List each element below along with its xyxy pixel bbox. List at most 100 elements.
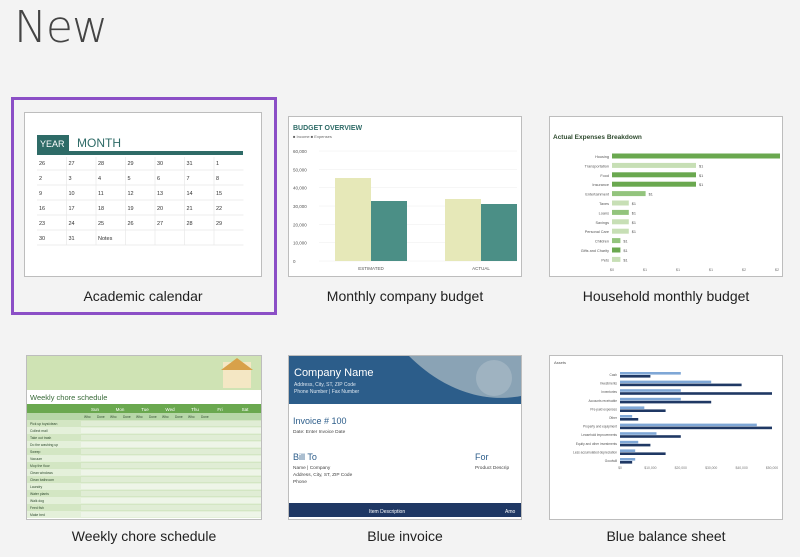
subhead-label: Who (162, 415, 169, 419)
template-label: Monthly company budget (326, 288, 484, 304)
calendar-date: Notes (98, 236, 113, 242)
calendar-date: 14 (187, 191, 193, 197)
invoice-date: Date: Enter Invoice Date (293, 429, 346, 435)
task-cells (81, 498, 261, 503)
x-tick: $2 (775, 268, 779, 272)
expense-bar (612, 191, 646, 197)
calendar-date: 12 (128, 191, 134, 197)
asset-bar-series1 (620, 440, 639, 444)
task-cells (81, 435, 261, 440)
category-label: Food (600, 174, 609, 178)
company-phone: Phone Number | Fax Number (294, 389, 360, 395)
calendar-date: 26 (39, 161, 45, 167)
household-preview: Actual Expenses Breakdown Housing Transpor… (553, 134, 780, 272)
task-cells (81, 421, 261, 426)
expense-bar (612, 256, 621, 262)
header-bar (37, 151, 243, 155)
template-label: Weekly chore schedule (71, 528, 217, 544)
calendar-date: 16 (39, 206, 45, 212)
calendar-date: 18 (98, 206, 104, 212)
month-label: MONTH (77, 136, 121, 150)
calendar-date: 23 (39, 221, 45, 227)
for-label: For (475, 452, 489, 462)
task-label: Make bed (30, 513, 45, 517)
asset-label: Cash (610, 373, 618, 377)
y-tick: 30,000 (293, 204, 307, 209)
calendar-date: 29 (128, 161, 134, 167)
asset-bar-series2 (620, 452, 666, 455)
x-tick: $0 (618, 466, 622, 470)
subhead-label: Done (97, 415, 105, 419)
calendar-date: 28 (187, 221, 193, 227)
calendar-date: 13 (157, 191, 163, 197)
day-label: Wed (165, 407, 175, 412)
day-label: Thu (191, 407, 199, 412)
asset-bar-series2 (620, 426, 772, 430)
expense-bar (612, 219, 629, 225)
task-label: Mop the floor (30, 464, 51, 468)
subhead-label: Who (84, 415, 91, 419)
asset-bar-series2 (620, 418, 639, 421)
subhead-label: Who (188, 415, 195, 419)
asset-bar-series2 (620, 383, 742, 387)
company-address: Address, City, ST, ZIP Code (294, 382, 356, 388)
budget-bar (371, 201, 407, 261)
asset-bar-series1 (620, 397, 681, 401)
household-title: Actual Expenses Breakdown (553, 134, 642, 141)
y-tick: 0 (293, 259, 296, 264)
thumbnail-weekly-chore-schedule: Weekly chore schedule Sun Mon Tue Wed Thu Fri S… (26, 355, 262, 520)
value-label: $1 (623, 249, 627, 253)
house-roof (221, 358, 253, 370)
asset-label: Investments (600, 382, 618, 386)
expense-bar (612, 200, 629, 206)
calendar-date: 20 (157, 206, 163, 212)
y-tick: 50,000 (293, 167, 307, 172)
calendar-date: 17 (69, 206, 75, 212)
asset-bar-series2 (620, 409, 666, 412)
asset-label: Property and equipment (583, 425, 617, 429)
value-label: $1 (699, 183, 703, 187)
task-cells (81, 442, 261, 447)
bill-to-label: Bill To (293, 452, 317, 462)
template-household-monthly-budget[interactable]: Actual Expenses Breakdown Housing Transpor… (549, 112, 783, 312)
template-blue-balance-sheet[interactable]: Assets Cash Investments Inventories Accounts… (549, 355, 783, 555)
template-monthly-company-budget[interactable]: BUDGET OVERVIEW ■ Income ■ Expenses 60,000… (288, 112, 522, 312)
task-cells (81, 477, 261, 482)
task-cells (81, 449, 261, 454)
task-cells (81, 428, 261, 433)
y-tick: 20,000 (293, 222, 307, 227)
expense-bar (612, 247, 621, 253)
calendar-date: 28 (98, 161, 104, 167)
x-tick: $20,000 (675, 466, 687, 470)
selected-highlight (11, 97, 277, 315)
task-label: Collect mail (30, 429, 48, 433)
value-label: $1 (623, 240, 627, 244)
thumbnail-monthly-company-budget: BUDGET OVERVIEW ■ Income ■ Expenses 60,000… (288, 116, 522, 277)
asset-bar-series1 (620, 406, 645, 409)
template-academic-calendar[interactable]: YEAR MONTH 26 27 28 29 30 31 1 2 3 4 5 6 7 8 9 10 11 12 13 14… (24, 112, 262, 312)
calendar-date: 22 (216, 206, 222, 212)
template-blue-invoice[interactable]: Company Name Address, City, ST, ZIP Code P… (288, 355, 522, 555)
day-label: Sun (91, 407, 100, 412)
task-label: Feed fish (30, 506, 44, 510)
calendar-date: 6 (157, 176, 160, 182)
calendar-date: 31 (187, 161, 193, 167)
category-label: Pets (601, 258, 609, 262)
asset-bar-series2 (620, 400, 712, 404)
invoice-number: Invoice # 100 (293, 416, 347, 426)
task-cells (81, 491, 261, 496)
template-weekly-chore-schedule[interactable]: Weekly chore schedule Sun Mon Tue Wed Thu Fri S… (26, 355, 262, 555)
asset-label: Inventories (601, 390, 617, 394)
value-label: $1 (632, 221, 636, 225)
category-label: Transportation (585, 164, 609, 168)
expense-bar (612, 172, 696, 178)
subhead-label: Done (149, 415, 157, 419)
task-label: Sweep (30, 450, 40, 454)
category-label: Gifts and Charity (581, 249, 609, 253)
items-header (289, 503, 521, 517)
asset-bar-series2 (620, 443, 651, 447)
page-title: New (14, 2, 108, 53)
day-label: Sat (242, 407, 250, 412)
asset-label: Less accumulated depreciation (573, 450, 617, 454)
calendar-date: 9 (39, 191, 42, 197)
